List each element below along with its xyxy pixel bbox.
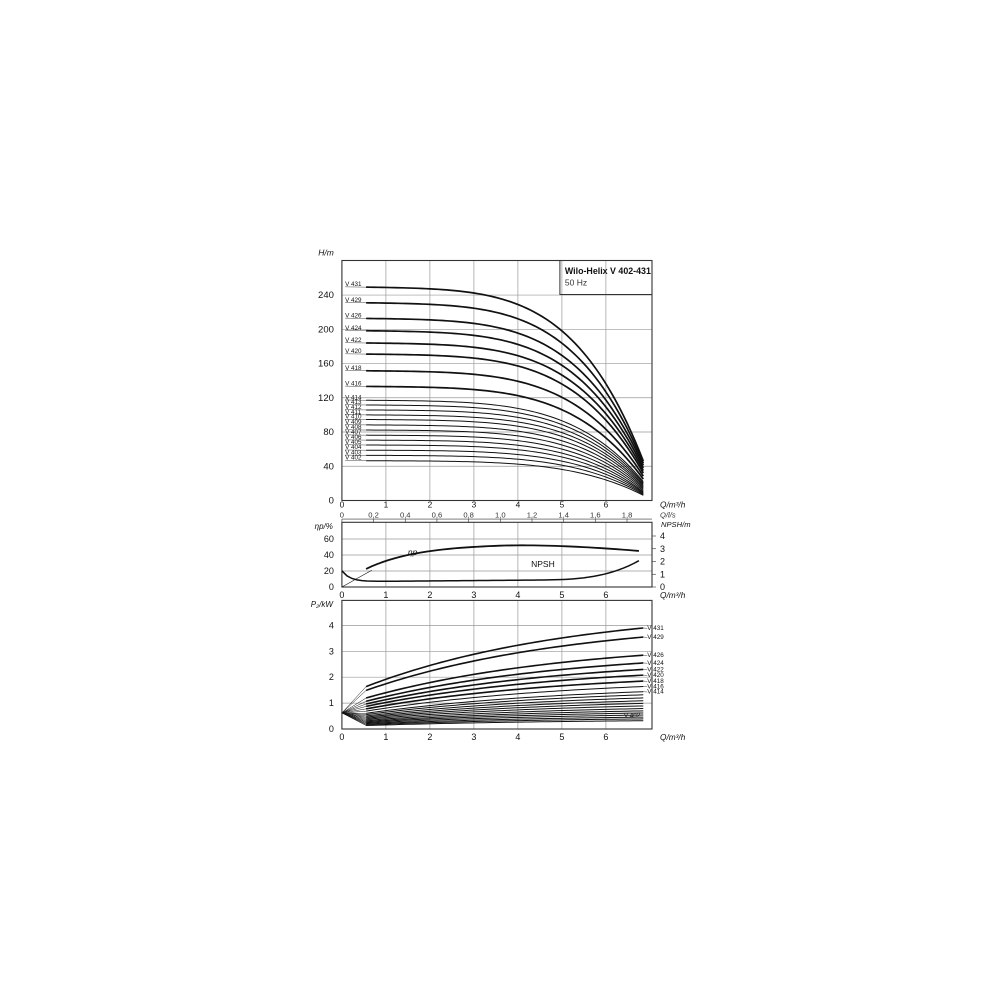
svg-text:80: 80 xyxy=(323,427,334,438)
svg-text:2: 2 xyxy=(427,732,432,742)
svg-text:20: 20 xyxy=(324,566,334,576)
svg-text:3: 3 xyxy=(472,500,477,510)
svg-text:120: 120 xyxy=(318,393,334,404)
svg-text:0: 0 xyxy=(329,496,334,507)
svg-text:4: 4 xyxy=(515,732,520,742)
svg-text:V 429: V 429 xyxy=(647,634,664,641)
svg-text:Wilo-Helix V 402-431: Wilo-Helix V 402-431 xyxy=(565,266,651,276)
svg-text:V 422: V 422 xyxy=(647,666,664,673)
svg-text:Q/m³/h: Q/m³/h xyxy=(660,500,686,510)
svg-text:1,2: 1,2 xyxy=(527,511,538,520)
svg-text:0: 0 xyxy=(339,590,344,600)
svg-text:0: 0 xyxy=(339,732,344,742)
svg-text:V 426: V 426 xyxy=(647,652,664,659)
svg-text:2: 2 xyxy=(329,672,334,682)
svg-text:4: 4 xyxy=(516,500,521,510)
svg-text:3: 3 xyxy=(471,732,476,742)
svg-text:1: 1 xyxy=(383,732,388,742)
svg-text:V 424: V 424 xyxy=(647,660,664,667)
svg-text:0,2: 0,2 xyxy=(368,511,379,520)
svg-text:6: 6 xyxy=(603,590,608,600)
svg-text:6: 6 xyxy=(604,500,609,510)
svg-text:P₂/kW: P₂/kW xyxy=(311,600,335,609)
svg-text:0: 0 xyxy=(329,724,334,734)
svg-text:0,4: 0,4 xyxy=(400,511,411,520)
svg-text:Q/m³/h: Q/m³/h xyxy=(660,732,686,742)
svg-text:3: 3 xyxy=(660,544,665,554)
svg-text:V 431: V 431 xyxy=(647,625,664,632)
svg-text:0: 0 xyxy=(340,511,344,520)
svg-text:40: 40 xyxy=(324,550,334,560)
svg-text:H/m: H/m xyxy=(318,248,334,258)
svg-text:40: 40 xyxy=(323,461,334,472)
svg-text:1: 1 xyxy=(384,500,389,510)
svg-text:4: 4 xyxy=(660,531,665,541)
svg-text:Q/l/s: Q/l/s xyxy=(660,511,676,520)
svg-text:1,8: 1,8 xyxy=(622,511,633,520)
svg-text:0: 0 xyxy=(329,582,334,592)
svg-text:ηp: ηp xyxy=(408,547,418,557)
svg-text:200: 200 xyxy=(318,324,334,335)
svg-text:1: 1 xyxy=(329,698,334,708)
svg-text:2: 2 xyxy=(428,500,433,510)
svg-text:1,0: 1,0 xyxy=(495,511,506,520)
svg-text:ηp/%: ηp/% xyxy=(315,522,333,531)
svg-text:160: 160 xyxy=(318,359,334,370)
svg-text:3: 3 xyxy=(471,590,476,600)
svg-text:3: 3 xyxy=(329,646,334,656)
svg-text:NPSH/m: NPSH/m xyxy=(661,520,691,529)
svg-text:5: 5 xyxy=(560,500,565,510)
svg-text:240: 240 xyxy=(318,290,334,301)
svg-text:6: 6 xyxy=(603,732,608,742)
svg-text:2: 2 xyxy=(660,557,665,567)
svg-text:1,4: 1,4 xyxy=(558,511,569,520)
svg-text:NPSH: NPSH xyxy=(531,559,555,569)
svg-text:5: 5 xyxy=(559,732,564,742)
svg-text:5: 5 xyxy=(559,590,564,600)
svg-text:0,6: 0,6 xyxy=(432,511,443,520)
svg-text:1: 1 xyxy=(660,569,665,579)
svg-text:50 Hz: 50 Hz xyxy=(565,278,587,288)
svg-text:60: 60 xyxy=(324,534,334,544)
svg-text:2: 2 xyxy=(427,590,432,600)
svg-text:4: 4 xyxy=(515,590,520,600)
svg-text:0,8: 0,8 xyxy=(463,511,474,520)
svg-text:1,6: 1,6 xyxy=(590,511,601,520)
svg-text:0: 0 xyxy=(340,500,345,510)
svg-text:1: 1 xyxy=(383,590,388,600)
svg-text:4: 4 xyxy=(329,620,334,630)
svg-text:Q/m³/h: Q/m³/h xyxy=(660,590,686,600)
